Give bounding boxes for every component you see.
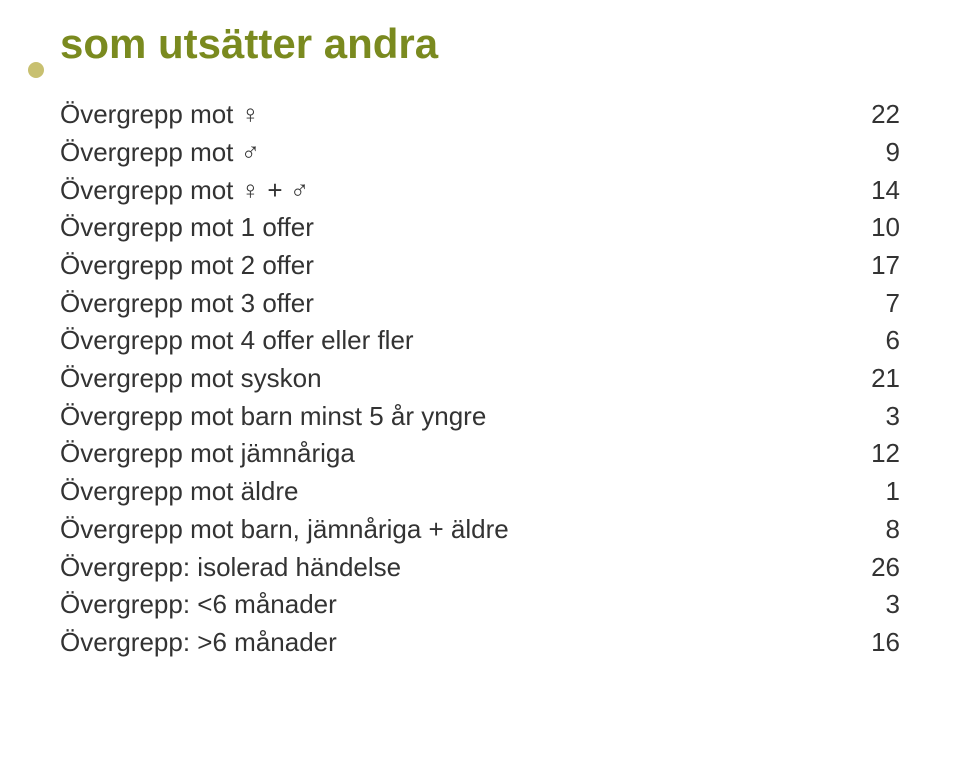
list-item: Övergrepp mot jämnåriga12 — [60, 435, 900, 473]
list-item-value: 21 — [851, 360, 900, 398]
list-item-label: Övergrepp: <6 månader — [60, 586, 866, 624]
list-item: Övergrepp mot ♂9 — [60, 134, 900, 172]
list-item: Övergrepp mot ♀ + ♂14 — [60, 172, 900, 210]
list-item-label: Övergrepp mot ♀ — [60, 96, 851, 134]
page-title: som utsätter andra — [60, 20, 900, 68]
list-item-label: Övergrepp: >6 månader — [60, 624, 851, 662]
list-item-value: 22 — [851, 96, 900, 134]
list-item-value: 6 — [866, 322, 900, 360]
list-item-value: 9 — [866, 134, 900, 172]
list-item-value: 3 — [866, 398, 900, 436]
list-item: Övergrepp mot äldre1 — [60, 473, 900, 511]
list-item-label: Övergrepp mot ♂ — [60, 134, 866, 172]
list-item-value: 7 — [866, 285, 900, 323]
list-item: Övergrepp mot 3 offer7 — [60, 285, 900, 323]
list-item-value: 26 — [851, 549, 900, 587]
list-item-label: Övergrepp mot syskon — [60, 360, 851, 398]
list-item: Övergrepp mot 1 offer10 — [60, 209, 900, 247]
list-item: Övergrepp mot syskon21 — [60, 360, 900, 398]
list-item: Övergrepp mot ♀22 — [60, 96, 900, 134]
slide: som utsätter andra Övergrepp mot ♀22Över… — [0, 0, 960, 771]
list-item: Övergrepp: <6 månader3 — [60, 586, 900, 624]
list-item-label: Övergrepp mot 2 offer — [60, 247, 851, 285]
list-item-label: Övergrepp mot jämnåriga — [60, 435, 851, 473]
list-item-value: 1 — [866, 473, 900, 511]
list-item-value: 3 — [866, 586, 900, 624]
list-item: Övergrepp mot 4 offer eller fler6 — [60, 322, 900, 360]
list-item-label: Övergrepp mot 4 offer eller fler — [60, 322, 866, 360]
list-item-label: Övergrepp mot 1 offer — [60, 209, 851, 247]
list-item-label: Övergrepp mot ♀ + ♂ — [60, 172, 851, 210]
list-item: Övergrepp: isolerad händelse26 — [60, 549, 900, 587]
data-list: Övergrepp mot ♀22Övergrepp mot ♂9Övergre… — [60, 96, 900, 661]
list-item-label: Övergrepp: isolerad händelse — [60, 549, 851, 587]
list-item-value: 12 — [851, 435, 900, 473]
list-item: Övergrepp mot 2 offer17 — [60, 247, 900, 285]
list-item-value: 8 — [866, 511, 900, 549]
list-item-value: 16 — [851, 624, 900, 662]
list-item-label: Övergrepp mot barn minst 5 år yngre — [60, 398, 866, 436]
list-item-label: Övergrepp mot barn, jämnåriga + äldre — [60, 511, 866, 549]
list-item: Övergrepp mot barn minst 5 år yngre3 — [60, 398, 900, 436]
list-item-value: 10 — [851, 209, 900, 247]
list-item-label: Övergrepp mot 3 offer — [60, 285, 866, 323]
title-bullet-icon — [28, 62, 44, 78]
list-item-label: Övergrepp mot äldre — [60, 473, 866, 511]
list-item-value: 17 — [851, 247, 900, 285]
list-item: Övergrepp: >6 månader16 — [60, 624, 900, 662]
list-item: Övergrepp mot barn, jämnåriga + äldre8 — [60, 511, 900, 549]
list-item-value: 14 — [851, 172, 900, 210]
